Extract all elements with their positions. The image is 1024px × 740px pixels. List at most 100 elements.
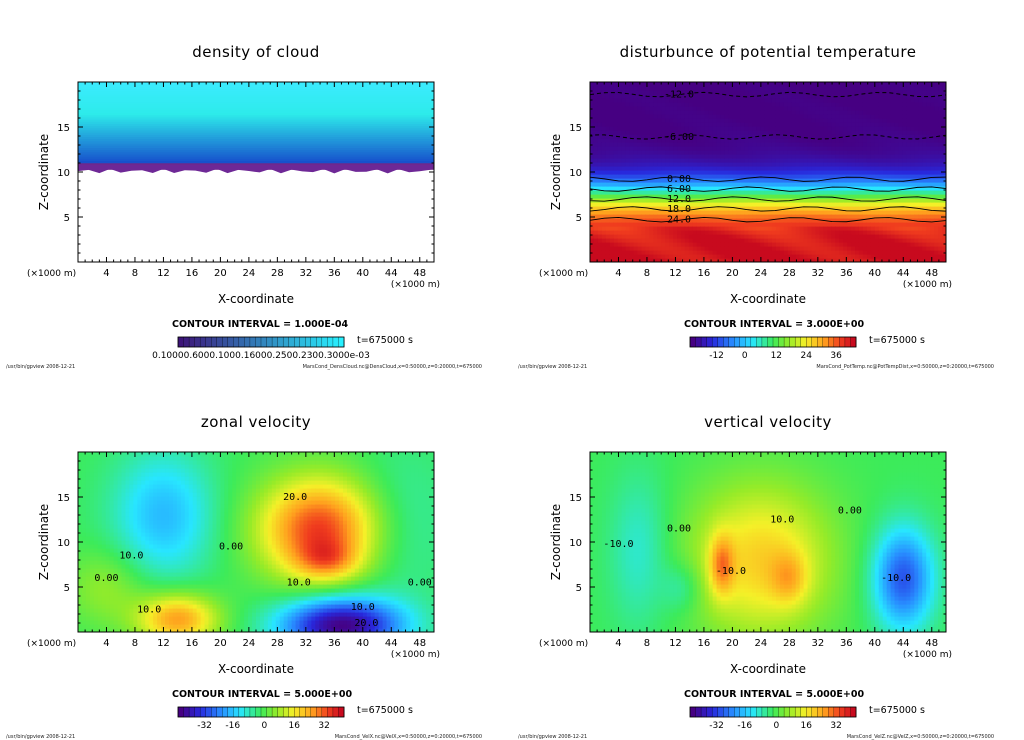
footer-right: MarsCond_PotTemp.nc@PotTempDist,x=0:5000…: [816, 364, 994, 370]
contour-label: 0.00: [667, 524, 691, 535]
colorbar-tick-label: 32: [318, 721, 329, 731]
contour-label: 10.0: [351, 602, 375, 613]
contour-label: 12.0: [667, 194, 691, 205]
x-axis-label: X-coordinate: [730, 292, 806, 306]
time-label: t=675000 s: [357, 335, 413, 346]
contour-label: 10.0: [137, 605, 161, 616]
heatmap-field: [590, 82, 946, 262]
x-tick-label: 36: [328, 638, 341, 649]
x-unit-right: (×1000 m): [903, 650, 952, 660]
colorbar-tick-label: 0: [261, 721, 267, 731]
colorbar-tick-label: 12: [771, 351, 782, 361]
x-tick-label: 12: [669, 268, 682, 279]
y-tick-label: 10: [569, 168, 582, 179]
x-tick-label: 44: [385, 638, 398, 649]
x-tick-label: 40: [868, 268, 881, 279]
footer-right: MarsCond_VelZ.nc@VelZ,x=0:50000,z=0:2000…: [846, 734, 994, 740]
colorbar-tick-label: 24: [800, 351, 812, 361]
contour-label: 0.00: [408, 578, 432, 589]
chart-title: disturbunce of potential temperature: [619, 43, 917, 61]
chart-title: vertical velocity: [704, 413, 832, 431]
y-tick-label: 15: [569, 493, 582, 504]
colorbar-tick-label: 16: [800, 721, 812, 731]
x-tick-label: 32: [299, 638, 312, 649]
y-tick-label: 10: [569, 538, 582, 549]
x-tick-label: 28: [271, 638, 284, 649]
y-tick-label: 10: [57, 168, 70, 179]
contour-label: -6.00: [664, 132, 694, 143]
chart-title: density of cloud: [192, 43, 320, 61]
x-tick-label: 16: [186, 638, 199, 649]
contour-interval-text: CONTOUR INTERVAL = 3.000E+00: [684, 319, 865, 330]
y-tick-label: 15: [569, 123, 582, 134]
y-axis-label: Z-coordinate: [37, 504, 51, 580]
contour-label: 0.00: [219, 542, 243, 553]
y-tick-label: 5: [64, 213, 70, 224]
time-label: t=675000 s: [357, 705, 413, 716]
y-tick-label: 15: [57, 123, 70, 134]
x-tick-label: 4: [103, 638, 109, 649]
y-tick-label: 15: [57, 493, 70, 504]
x-tick-label: 48: [925, 268, 938, 279]
y-tick-label: 10: [57, 538, 70, 549]
x-unit-left: (×1000 m): [539, 639, 588, 649]
x-tick-label: 44: [897, 638, 910, 649]
x-unit-right: (×1000 m): [391, 280, 440, 290]
contour-label: 10.0: [119, 551, 143, 562]
x-tick-label: 20: [214, 638, 227, 649]
colorbar: [689, 706, 857, 718]
footer-right: MarsCond_VelX.nc@VelX,x=0:50000,z=0:2000…: [334, 734, 482, 740]
x-tick-label: 24: [755, 268, 768, 279]
contour-label: 24.0: [667, 215, 691, 226]
x-unit-right: (×1000 m): [391, 650, 440, 660]
x-tick-label: 4: [615, 268, 621, 279]
heatmap-field: [78, 452, 434, 632]
contour-label: 20.0: [354, 618, 378, 629]
x-tick-label: 16: [698, 638, 711, 649]
y-axis-label: Z-coordinate: [37, 134, 51, 210]
contour-label: 0.00: [667, 174, 691, 185]
x-tick-label: 44: [385, 268, 398, 279]
contour-label: 10.0: [287, 578, 311, 589]
panel-vertical-velocity: vertical velocity -10.0 0.00 10.0 -10.0 0.00 -…: [512, 370, 1024, 740]
x-tick-label: 40: [868, 638, 881, 649]
contour-interval-text: CONTOUR INTERVAL = 1.000E-04: [172, 319, 349, 330]
x-tick-label: 40: [356, 268, 369, 279]
footer-left: /usr/bin/gpview 2008-12-21: [6, 364, 76, 370]
colorbar-tick-label: -16: [737, 721, 752, 731]
x-tick-label: 24: [755, 638, 768, 649]
time-label: t=675000 s: [869, 705, 925, 716]
contour-interval-text: CONTOUR INTERVAL = 5.000E+00: [172, 689, 353, 700]
heatmap-field: [78, 82, 434, 262]
x-tick-label: 4: [103, 268, 109, 279]
contour-label: 20.0: [283, 492, 307, 503]
x-tick-label: 12: [669, 638, 682, 649]
x-tick-label: 48: [413, 638, 426, 649]
colorbar: [689, 336, 857, 348]
y-axis-label: Z-coordinate: [549, 134, 563, 210]
x-tick-label: 32: [811, 638, 824, 649]
x-unit-left: (×1000 m): [539, 269, 588, 279]
y-axis-label: Z-coordinate: [549, 504, 563, 580]
x-tick-label: 44: [897, 268, 910, 279]
colorbar-tick-label: 16: [288, 721, 300, 731]
x-tick-label: 28: [271, 268, 284, 279]
x-tick-label: 36: [840, 638, 853, 649]
colorbar-label: 0.10000.6000.1000.16000.2500.2300.3000e-…: [152, 351, 370, 361]
contour-label: 10.0: [770, 515, 794, 526]
heatmap-field: [590, 452, 946, 632]
x-tick-label: 32: [811, 268, 824, 279]
x-unit-left: (×1000 m): [27, 269, 76, 279]
footer-right: MarsCond_DensCloud.nc@DensCloud,x=0:5000…: [302, 364, 482, 370]
x-unit-left: (×1000 m): [27, 639, 76, 649]
colorbar: [177, 336, 345, 348]
x-tick-label: 48: [925, 638, 938, 649]
x-tick-label: 8: [644, 638, 650, 649]
footer-left: /usr/bin/gpview 2008-12-21: [518, 364, 588, 370]
x-tick-label: 24: [243, 638, 256, 649]
contour-label: -10.0: [881, 573, 911, 584]
x-tick-label: 20: [726, 638, 739, 649]
